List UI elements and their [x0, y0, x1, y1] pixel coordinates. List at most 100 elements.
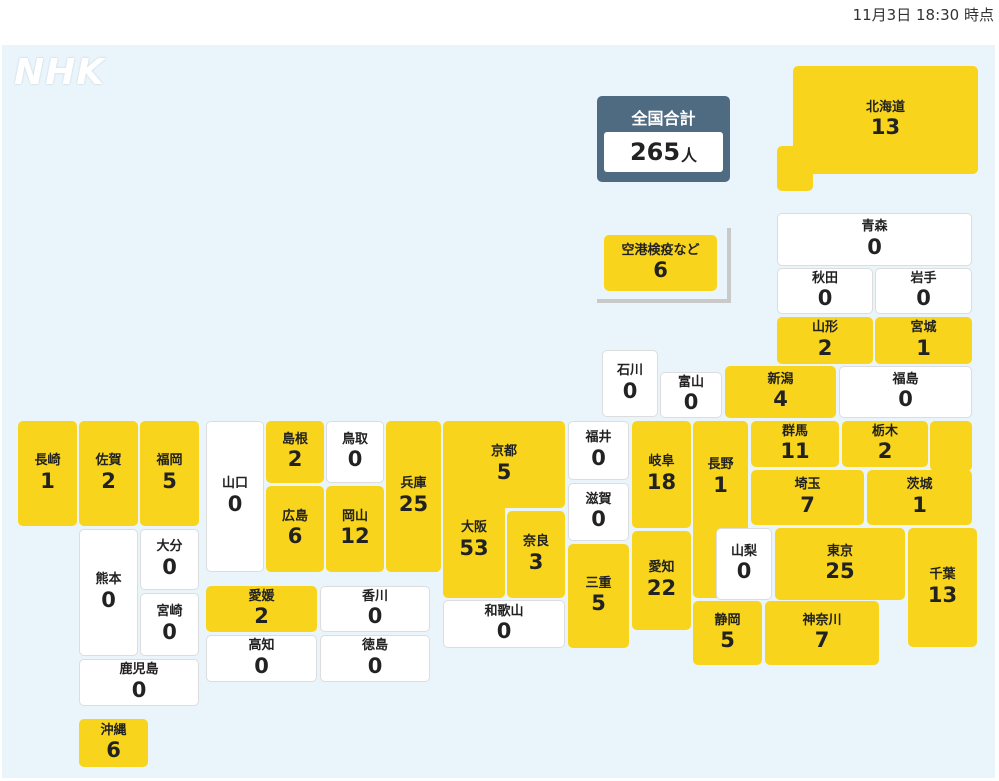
tile-count: 5 — [591, 591, 606, 616]
tile-ishikawa[interactable]: 石川 0 — [602, 350, 658, 417]
tile-fukui[interactable]: 福井 0 — [568, 421, 629, 480]
national-total-unit: 人 — [681, 146, 698, 165]
tile-name: 和歌山 — [484, 603, 524, 619]
tile-name: 青森 — [861, 219, 888, 235]
tile-count: 12 — [340, 524, 370, 549]
tile-ehime[interactable]: 愛媛 2 — [206, 586, 317, 632]
tile-count: 0 — [683, 390, 699, 415]
tile-count: 13 — [927, 582, 958, 607]
tile-name: 香川 — [361, 588, 388, 604]
tile-name: 徳島 — [361, 638, 388, 654]
tile-ibaraki[interactable]: 茨城 1 — [867, 470, 972, 525]
tile-name: 佐賀 — [95, 453, 122, 469]
tile-name: 宮崎 — [156, 604, 183, 620]
national-total-panel: 全国合計 265 人 — [597, 96, 730, 182]
tile-hyogo[interactable]: 兵庫 25 — [386, 421, 441, 572]
tile-miyagi[interactable]: 宮城 1 — [875, 317, 972, 364]
tile-tottori[interactable]: 鳥取 0 — [326, 421, 384, 483]
tile-name: 京都 — [490, 444, 517, 460]
tile-name: 栃木 — [871, 423, 898, 439]
tile-count: 25 — [398, 491, 429, 516]
tile-count: 7 — [800, 492, 815, 517]
tile-count: 4 — [773, 387, 788, 412]
tile-oita[interactable]: 大分 0 — [140, 529, 199, 590]
tile-miyazaki[interactable]: 宮崎 0 — [140, 593, 199, 656]
tile-name: 富山 — [677, 374, 704, 390]
tile-name: 福井 — [585, 430, 612, 446]
tile-count: 0 — [347, 447, 363, 472]
tile-shizuoka[interactable]: 静岡 5 — [693, 601, 762, 665]
tile-shiga[interactable]: 滋賀 0 — [568, 483, 629, 541]
tile-kochi[interactable]: 高知 0 — [206, 635, 317, 682]
tile-akita[interactable]: 秋田 0 — [777, 268, 873, 314]
tile-name: 長崎 — [34, 453, 61, 469]
tile-airport-quarantine[interactable]: 空港検疫など 6 — [604, 235, 717, 291]
tile-osaka[interactable]: 大阪 53 — [443, 483, 505, 598]
tile-kumamoto[interactable]: 熊本 0 — [79, 529, 138, 656]
national-total-count: 265 — [629, 138, 681, 166]
tile-count: 0 — [898, 387, 913, 412]
tile-wakayama[interactable]: 和歌山 0 — [443, 600, 565, 648]
tile-aichi[interactable]: 愛知 22 — [632, 531, 691, 630]
tile-toyama[interactable]: 富山 0 — [660, 372, 722, 418]
tile-count: 2 — [817, 335, 833, 360]
tile-count: 2 — [287, 447, 303, 472]
tile-okinawa[interactable]: 沖縄 6 — [79, 719, 148, 767]
tile-name: 新潟 — [767, 371, 794, 387]
tile-gifu[interactable]: 岐阜 18 — [632, 421, 691, 528]
tile-count: 2 — [101, 468, 116, 493]
tile-count: 11 — [780, 439, 810, 464]
tile-tokushima[interactable]: 徳島 0 — [320, 635, 430, 682]
tile-count: 3 — [528, 549, 544, 574]
tile-shimane[interactable]: 島根 2 — [266, 421, 324, 483]
tile-fukuoka[interactable]: 福岡 5 — [140, 421, 199, 526]
nhk-logo: NHK — [14, 52, 106, 93]
tile-fukushima[interactable]: 福島 0 — [839, 366, 972, 418]
tile-count: 0 — [254, 653, 269, 678]
tile-yamaguchi[interactable]: 山口 0 — [206, 421, 264, 572]
tile-name: 茨城 — [906, 477, 933, 493]
tile-saitama[interactable]: 埼玉 7 — [751, 470, 864, 525]
tile-count: 1 — [916, 335, 931, 360]
tile-count: 1 — [912, 492, 927, 517]
tile-name: 愛知 — [648, 560, 675, 576]
tile-yamagata[interactable]: 山形 2 — [777, 317, 873, 364]
tile-name: 石川 — [616, 363, 643, 379]
tile-count: 0 — [162, 554, 177, 579]
tile-kagawa[interactable]: 香川 0 — [320, 586, 430, 632]
tile-name: 山梨 — [730, 543, 757, 559]
tile-count: 6 — [287, 524, 303, 549]
tile-niigata[interactable]: 新潟 4 — [725, 366, 836, 418]
tile-aomori[interactable]: 青森 0 — [777, 213, 972, 266]
tile-name: 愛媛 — [248, 588, 275, 604]
tile-hokkaido-tail — [777, 146, 813, 191]
tile-iwate[interactable]: 岩手 0 — [875, 268, 972, 314]
tile-yamanashi[interactable]: 山梨 0 — [716, 528, 772, 600]
tile-name: 山形 — [811, 320, 838, 336]
tile-nara[interactable]: 奈良 3 — [507, 511, 565, 598]
tile-name: 奈良 — [522, 534, 549, 550]
tile-count: 5 — [162, 468, 177, 493]
tile-okayama[interactable]: 岡山 12 — [326, 486, 384, 572]
tile-kanagawa[interactable]: 神奈川 7 — [765, 601, 879, 665]
tile-gunma[interactable]: 群馬 11 — [751, 421, 839, 467]
tile-count: 0 — [131, 677, 147, 702]
tile-nagasaki[interactable]: 長崎 1 — [18, 421, 77, 526]
tile-name: 兵庫 — [400, 476, 427, 492]
tile-hiroshima[interactable]: 広島 6 — [266, 486, 324, 572]
tile-count: 0 — [622, 378, 638, 403]
tile-mie[interactable]: 三重 5 — [568, 544, 629, 648]
tile-tochigi[interactable]: 栃木 2 — [842, 421, 928, 467]
tile-count: 1 — [40, 468, 55, 493]
tile-count: 0 — [162, 619, 177, 644]
tile-kagoshima[interactable]: 鹿児島 0 — [79, 659, 199, 706]
tile-name: 長野 — [707, 457, 734, 473]
tile-chiba[interactable]: 千葉 13 — [908, 528, 977, 647]
tile-tokyo[interactable]: 東京 25 — [775, 528, 905, 600]
tile-count: 5 — [496, 459, 512, 484]
tile-count: 0 — [591, 507, 606, 532]
tile-saga[interactable]: 佐賀 2 — [79, 421, 138, 526]
tile-hokkaido[interactable]: 北海道 13 — [793, 66, 978, 174]
tile-count: 0 — [101, 587, 116, 612]
tile-name: 空港検疫など — [621, 242, 700, 258]
